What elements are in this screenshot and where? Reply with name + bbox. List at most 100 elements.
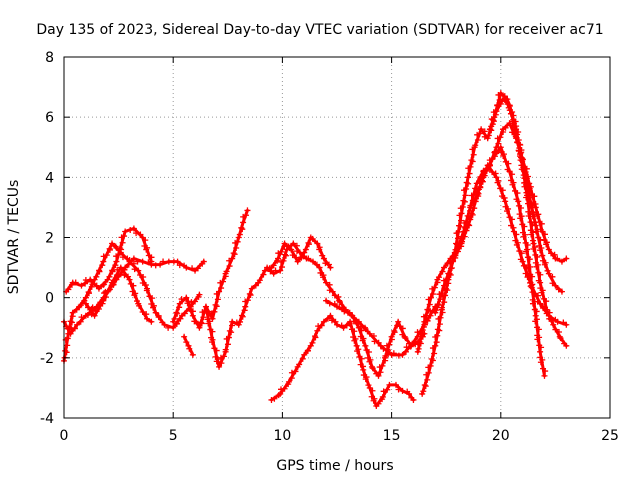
data-point-trace-11 xyxy=(473,180,480,187)
marker-trace-1 xyxy=(152,262,159,269)
marker-trace-15 xyxy=(544,267,551,274)
marker-trace-14 xyxy=(529,300,536,307)
marker-trace-10 xyxy=(375,339,382,346)
marker-trace-5 xyxy=(174,310,181,317)
marker-trace-15 xyxy=(490,116,497,123)
marker-trace-5 xyxy=(178,296,185,303)
data-point-trace-6 xyxy=(181,333,188,340)
marker-trace-7 xyxy=(205,310,212,317)
marker-trace-2 xyxy=(73,306,80,313)
marker-trace-14 xyxy=(486,161,493,168)
data-point-trace-11 xyxy=(421,318,428,325)
marker-trace-9 xyxy=(288,375,295,382)
data-point-trace-8 xyxy=(277,267,284,274)
marker-trace-7 xyxy=(260,271,267,278)
marker-trace-5 xyxy=(230,250,237,257)
data-point-trace-2 xyxy=(100,258,107,265)
marker-trace-15 xyxy=(497,100,504,107)
data-point-trace-8 xyxy=(375,372,382,379)
marker-trace-5 xyxy=(171,315,178,322)
y-tick-label: 6 xyxy=(45,110,54,126)
marker-trace-12 xyxy=(433,339,440,346)
marker-trace-14 xyxy=(509,171,516,178)
marker-trace-5 xyxy=(200,314,207,321)
marker-trace-8 xyxy=(369,365,376,372)
marker-trace-13 xyxy=(454,248,461,255)
data-point-trace-9 xyxy=(268,396,275,403)
marker-trace-8 xyxy=(376,364,383,371)
data-point-trace-9 xyxy=(320,318,327,325)
data-point-trace-11 xyxy=(441,264,448,271)
marker-trace-3 xyxy=(142,237,149,244)
marker-trace-3 xyxy=(101,281,108,288)
data-point-trace-8 xyxy=(309,258,316,265)
marker-trace-2 xyxy=(81,297,88,304)
marker-trace-7 xyxy=(275,250,282,257)
marker-trace-7 xyxy=(325,261,332,268)
data-point-trace-8 xyxy=(362,342,369,349)
marker-trace-4 xyxy=(92,307,99,314)
marker-trace-7 xyxy=(222,346,229,353)
marker-trace-4 xyxy=(121,266,128,273)
marker-trace-2 xyxy=(119,254,126,261)
marker-trace-14 xyxy=(521,223,528,230)
marker-trace-3 xyxy=(133,230,140,237)
marker-trace-7 xyxy=(213,358,220,365)
marker-trace-12 xyxy=(485,132,492,139)
marker-trace-7 xyxy=(246,290,253,297)
marker-trace-7 xyxy=(217,354,224,361)
marker-trace-11 xyxy=(464,212,471,219)
marker-trace-8 xyxy=(399,325,406,332)
marker-trace-9 xyxy=(318,322,325,329)
marker-trace-3 xyxy=(115,251,122,258)
data-point-trace-3 xyxy=(87,276,94,283)
data-point-trace-9 xyxy=(301,351,308,358)
marker-trace-14 xyxy=(472,195,479,202)
marker-trace-8 xyxy=(336,299,343,306)
marker-trace-12 xyxy=(467,163,474,170)
marker-trace-11 xyxy=(415,345,422,352)
data-point-trace-4 xyxy=(82,300,89,307)
data-point-trace-2 xyxy=(126,258,133,265)
marker-trace-14 xyxy=(537,359,544,366)
marker-trace-3 xyxy=(117,245,124,252)
data-point-trace-3 xyxy=(113,258,120,265)
data-point-trace-8 xyxy=(388,333,395,340)
marker-trace-5 xyxy=(217,279,224,286)
data-point-trace-6 xyxy=(189,351,196,358)
x-tick-label: 5 xyxy=(169,428,178,444)
marker-trace-15 xyxy=(515,129,522,136)
marker-trace-11 xyxy=(548,250,555,257)
marker-trace-4 xyxy=(99,300,106,307)
chart-title: Day 135 of 2023, Sidereal Day-to-day VTE… xyxy=(36,22,603,38)
marker-trace-10 xyxy=(362,326,369,333)
marker-trace-11 xyxy=(538,220,545,227)
marker-trace-12 xyxy=(462,192,469,199)
marker-trace-10 xyxy=(370,332,377,339)
marker-trace-15 xyxy=(494,102,501,109)
marker-trace-12 xyxy=(428,356,435,363)
data-point-trace-14 xyxy=(537,348,544,355)
marker-trace-6 xyxy=(186,345,193,352)
marker-trace-14 xyxy=(533,308,540,315)
data-point-trace-4 xyxy=(143,315,150,322)
data-point-trace-1 xyxy=(130,255,137,262)
data-point-trace-10 xyxy=(377,342,384,349)
marker-trace-11 xyxy=(542,231,549,238)
data-point-trace-1 xyxy=(174,258,181,265)
marker-trace-4 xyxy=(114,272,121,279)
marker-trace-13 xyxy=(461,233,468,240)
marker-trace-9 xyxy=(281,385,288,392)
data-point-trace-9 xyxy=(327,312,334,319)
marker-trace-11 xyxy=(543,241,550,248)
data-point-trace-2 xyxy=(109,240,116,247)
data-point-trace-15 xyxy=(506,102,513,109)
data-point-trace-11 xyxy=(545,246,552,253)
series-trace-9 xyxy=(269,314,415,408)
data-point-trace-12 xyxy=(550,321,557,328)
y-axis-label: SDTVAR / TECUs xyxy=(6,180,22,295)
data-point-trace-7 xyxy=(242,303,249,310)
marker-trace-13 xyxy=(447,265,454,272)
marker-trace-15 xyxy=(518,147,525,154)
marker-trace-2 xyxy=(137,272,144,279)
